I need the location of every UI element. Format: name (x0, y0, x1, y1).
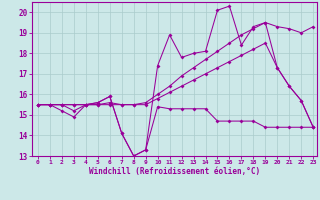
X-axis label: Windchill (Refroidissement éolien,°C): Windchill (Refroidissement éolien,°C) (89, 167, 260, 176)
